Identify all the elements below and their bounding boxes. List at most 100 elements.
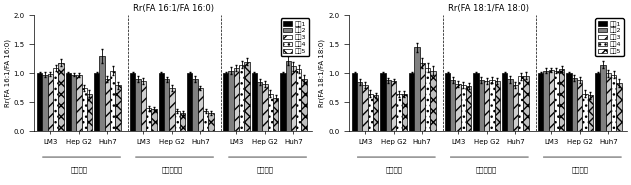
Bar bbox=[58, 63, 64, 132]
Text: 盐酸阿霨素: 盐酸阿霨素 bbox=[162, 166, 182, 173]
Legend: 浓剗1, 浓剗2, 浓剗3, 浓剗4, 浓剗5: 浓剗1, 浓剗2, 浓剗3, 浓剗4, 浓剗5 bbox=[595, 18, 623, 56]
Title: Rr(FA 18:1/FA 18:0): Rr(FA 18:1/FA 18:0) bbox=[447, 4, 529, 13]
Bar bbox=[479, 80, 484, 132]
Bar bbox=[169, 88, 175, 132]
Bar bbox=[582, 94, 587, 132]
Bar bbox=[208, 113, 214, 132]
Bar bbox=[600, 65, 606, 132]
Legend: 浓剗1, 浓剗2, 浓剗3, 浓剗4, 浓剗5: 浓剗1, 浓剗2, 浓剗3, 浓剗4, 浓剗5 bbox=[281, 18, 309, 56]
Bar bbox=[402, 94, 407, 132]
Bar bbox=[409, 73, 415, 132]
Bar bbox=[495, 81, 500, 132]
Bar bbox=[71, 75, 76, 132]
Bar bbox=[430, 70, 435, 132]
Bar bbox=[228, 70, 233, 132]
Bar bbox=[357, 82, 362, 132]
Bar bbox=[180, 113, 185, 132]
Bar bbox=[151, 109, 156, 132]
Bar bbox=[141, 81, 146, 132]
Y-axis label: Rr(FA 16:1/FA 16:0): Rr(FA 16:1/FA 16:0) bbox=[4, 39, 11, 107]
Bar bbox=[192, 79, 198, 132]
Bar bbox=[391, 81, 396, 132]
Bar bbox=[48, 74, 53, 132]
Title: Rr(FA 16:1/FA 16:0): Rr(FA 16:1/FA 16:0) bbox=[133, 4, 214, 13]
Bar bbox=[373, 95, 379, 132]
Bar bbox=[94, 73, 100, 132]
Bar bbox=[130, 73, 136, 132]
Bar bbox=[76, 75, 81, 132]
Bar bbox=[262, 84, 268, 132]
Y-axis label: Rr(FA 18:1/FA 18:0): Rr(FA 18:1/FA 18:0) bbox=[319, 39, 326, 107]
Bar bbox=[100, 56, 105, 132]
Bar bbox=[146, 108, 151, 132]
Bar bbox=[302, 79, 307, 132]
Bar bbox=[285, 61, 291, 132]
Bar bbox=[42, 75, 48, 132]
Bar bbox=[473, 73, 479, 132]
Bar bbox=[87, 94, 92, 132]
Bar bbox=[415, 47, 420, 132]
Text: 索拉非尼: 索拉非尼 bbox=[385, 166, 402, 173]
Bar bbox=[268, 94, 273, 132]
Bar bbox=[577, 80, 582, 132]
Bar bbox=[203, 111, 208, 132]
Bar bbox=[567, 73, 572, 132]
Bar bbox=[223, 73, 228, 132]
Bar bbox=[490, 80, 495, 132]
Bar bbox=[543, 70, 548, 132]
Bar bbox=[502, 73, 507, 132]
Bar bbox=[257, 82, 262, 132]
Bar bbox=[445, 73, 450, 132]
Bar bbox=[37, 73, 42, 132]
Bar bbox=[461, 85, 466, 132]
Bar bbox=[548, 70, 554, 132]
Bar bbox=[244, 62, 250, 132]
Bar bbox=[110, 70, 115, 132]
Bar bbox=[198, 88, 203, 132]
Bar bbox=[296, 69, 302, 132]
Bar bbox=[362, 85, 368, 132]
Bar bbox=[66, 73, 71, 132]
Bar bbox=[352, 73, 357, 132]
Bar bbox=[456, 84, 461, 132]
Bar bbox=[554, 70, 559, 132]
Bar bbox=[105, 79, 110, 132]
Text: 盐酸阿霨素: 盐酸阿霨素 bbox=[476, 166, 497, 173]
Bar bbox=[136, 79, 141, 132]
Text: 顺氮氨葙: 顺氮氨葙 bbox=[256, 166, 273, 173]
Bar bbox=[611, 75, 616, 132]
Bar bbox=[273, 98, 278, 132]
Bar bbox=[175, 111, 180, 132]
Bar bbox=[280, 73, 285, 132]
Bar bbox=[368, 94, 373, 132]
Bar bbox=[595, 73, 600, 132]
Bar bbox=[425, 68, 430, 132]
Bar bbox=[164, 79, 169, 132]
Bar bbox=[587, 95, 593, 132]
Bar bbox=[450, 80, 456, 132]
Bar bbox=[239, 65, 244, 132]
Bar bbox=[523, 76, 529, 132]
Bar bbox=[53, 68, 58, 132]
Bar bbox=[466, 86, 471, 132]
Bar bbox=[115, 85, 121, 132]
Bar bbox=[518, 76, 523, 132]
Bar bbox=[538, 73, 543, 132]
Text: 索拉非尼: 索拉非尼 bbox=[71, 166, 87, 173]
Bar bbox=[252, 73, 257, 132]
Bar bbox=[158, 73, 164, 132]
Text: 顺氮氨葙: 顺氮氨葙 bbox=[571, 166, 588, 173]
Bar bbox=[233, 68, 239, 132]
Bar bbox=[616, 83, 622, 132]
Bar bbox=[291, 66, 296, 132]
Bar bbox=[606, 73, 611, 132]
Bar bbox=[512, 85, 518, 132]
Bar bbox=[380, 73, 386, 132]
Bar bbox=[81, 88, 87, 132]
Bar bbox=[559, 69, 564, 132]
Bar bbox=[396, 94, 402, 132]
Bar bbox=[386, 80, 391, 132]
Bar bbox=[420, 63, 425, 132]
Bar bbox=[572, 78, 577, 132]
Bar bbox=[507, 79, 512, 132]
